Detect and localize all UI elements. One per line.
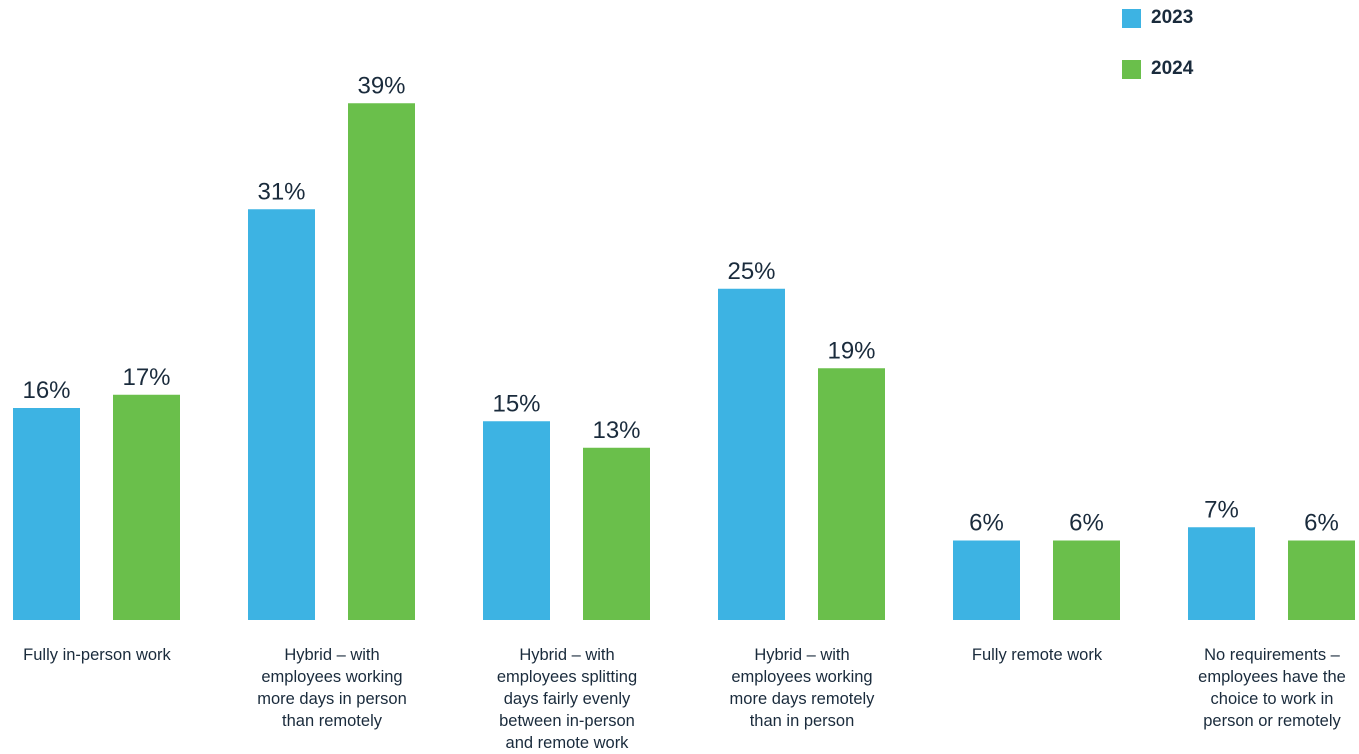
bar-2023-1 — [248, 209, 315, 620]
bar-2024-0 — [113, 394, 180, 620]
category-label-3-line-1: employees working — [731, 668, 872, 686]
value-label-2023-1: 31% — [257, 178, 305, 205]
category-label-1-line-3: than remotely — [282, 712, 383, 730]
category-label-5-line-0: No requirements – — [1204, 646, 1341, 664]
bar-2023-4 — [953, 540, 1020, 620]
bar-2023-2 — [483, 421, 550, 620]
category-label-2-line-2: days fairly evenly — [504, 690, 631, 708]
category-label-5-line-2: choice to work in — [1211, 690, 1334, 708]
legend-label-2023: 2023 — [1151, 7, 1194, 28]
category-label-1-line-0: Hybrid – with — [284, 646, 379, 664]
category-label-3-line-2: more days remotely — [730, 690, 876, 708]
category-label-5-line-3: person or remotely — [1203, 712, 1341, 730]
legend-item-2023: 2023 — [1122, 7, 1194, 28]
category-label-1-line-2: more days in person — [257, 690, 407, 708]
value-label-2023-2: 15% — [492, 390, 540, 417]
bar-2024-4 — [1053, 540, 1120, 620]
bar-2024-2 — [583, 447, 650, 620]
category-label-3-line-3: than in person — [750, 712, 855, 730]
legend: 2023 2024 — [1122, 7, 1194, 110]
value-label-2024-3: 19% — [827, 337, 875, 364]
value-label-2024-0: 17% — [122, 364, 170, 391]
legend-label-2024: 2024 — [1151, 58, 1194, 79]
bar-2024-5 — [1288, 540, 1355, 620]
category-label-4-line-0: Fully remote work — [972, 646, 1103, 664]
category-label-2-line-4: and remote work — [506, 734, 630, 752]
category-label-0-line-0: Fully in-person work — [23, 646, 171, 664]
legend-swatch-2024 — [1122, 59, 1141, 79]
bar-2024-1 — [348, 103, 415, 620]
category-label-2-line-0: Hybrid – with — [519, 646, 614, 664]
value-label-2024-4: 6% — [1069, 510, 1104, 537]
category-label-2-line-1: employees splitting — [497, 668, 637, 686]
bar-2024-3 — [818, 368, 885, 620]
value-label-2024-2: 13% — [592, 417, 640, 444]
category-label-5-line-1: employees have the — [1198, 668, 1346, 686]
legend-swatch-2023 — [1122, 8, 1141, 28]
bar-2023-0 — [13, 408, 80, 620]
category-label-1-line-1: employees working — [261, 668, 402, 686]
value-label-2023-3: 25% — [727, 258, 775, 285]
bar-2023-3 — [718, 288, 785, 620]
bar-2023-5 — [1188, 527, 1255, 620]
value-label-2023-5: 7% — [1204, 496, 1239, 523]
legend-item-2024: 2024 — [1122, 58, 1194, 79]
value-label-2023-0: 16% — [22, 377, 70, 404]
value-label-2024-1: 39% — [357, 72, 405, 99]
category-label-3-line-0: Hybrid – with — [754, 646, 849, 664]
value-label-2023-4: 6% — [969, 510, 1004, 537]
category-label-2-line-3: between in-person — [499, 712, 635, 730]
value-label-2024-5: 6% — [1304, 510, 1339, 537]
